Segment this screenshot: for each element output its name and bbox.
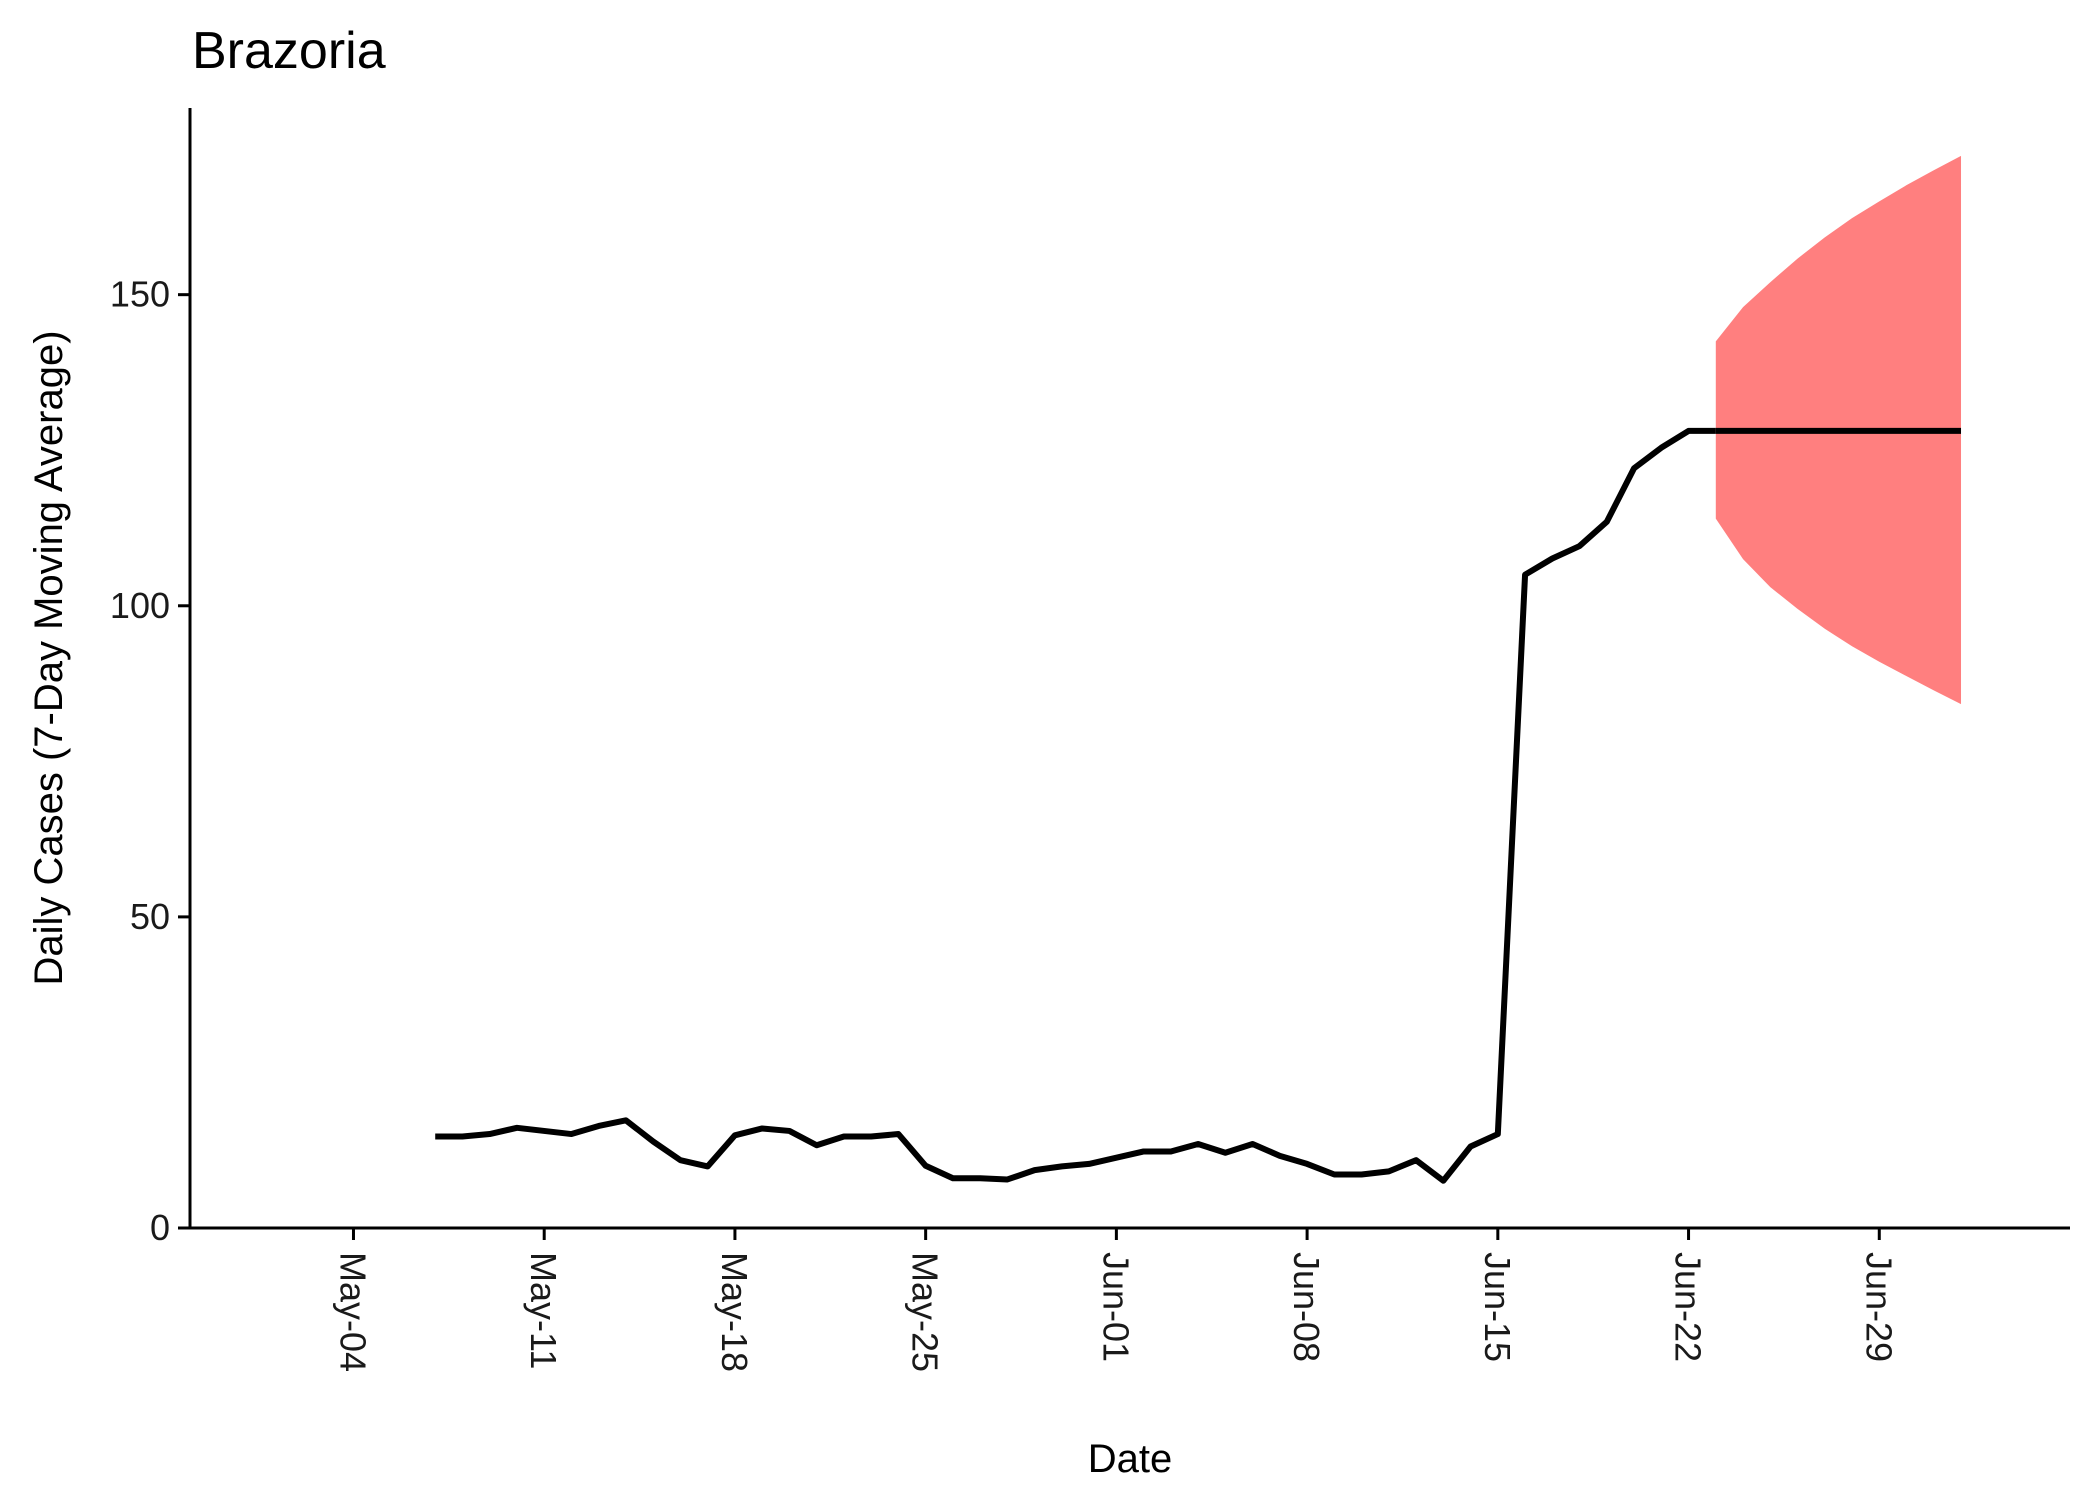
y-tick-label: 50 [130,896,170,937]
x-tick-label: May-04 [332,1252,373,1372]
y-tick-label: 150 [110,274,170,315]
x-tick-label: Jun-01 [1095,1252,1136,1362]
series-layer [435,427,1962,1184]
x-tick-label: Jun-15 [1477,1252,1518,1362]
observed-series-line [435,427,1716,1184]
y-tick-label: 100 [110,585,170,626]
y-tick-label: 0 [150,1207,170,1248]
x-tick-label: Jun-29 [1858,1252,1899,1362]
chart-title: Brazoria [192,22,386,80]
x-tick-label: May-18 [714,1252,755,1372]
x-tick-label: Jun-22 [1668,1252,1709,1362]
x-tick-label: Jun-08 [1286,1252,1327,1362]
x-axis-ticks: May-04 May-11 May-18 May-25 Jun-01 Jun-08 Jun-… [332,1228,1899,1372]
x-tick-label: May-25 [905,1252,946,1372]
x-axis-title: Date [1088,1437,1173,1481]
y-axis-ticks: 0 50 100 150 [110,274,190,1248]
y-axis-title: Daily Cases (7-Day Moving Average) [27,330,71,985]
x-tick-label: May-11 [523,1252,564,1369]
